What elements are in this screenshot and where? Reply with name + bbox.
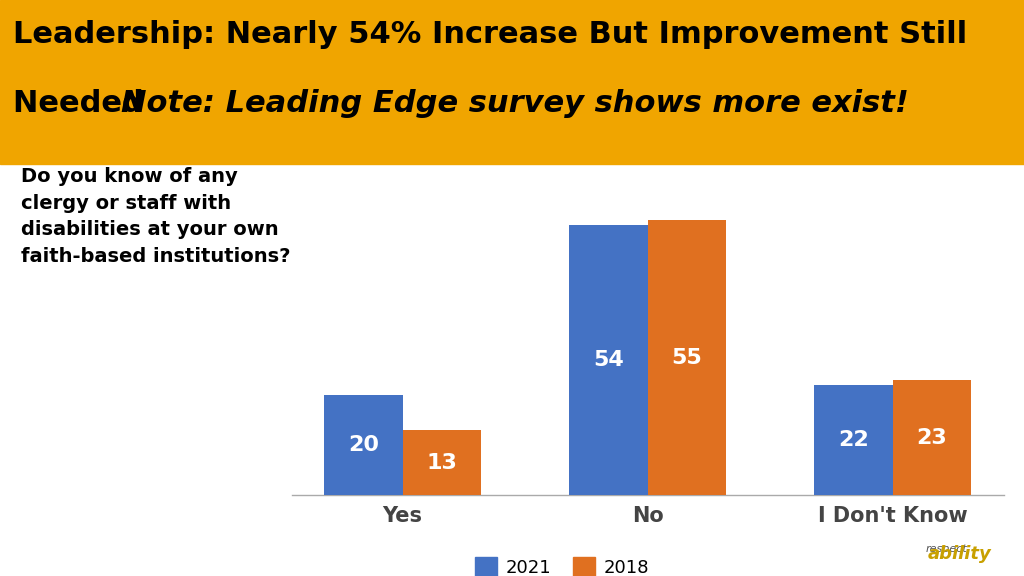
Text: Leadership: Nearly 54% Increase But Improvement Still: Leadership: Nearly 54% Increase But Impr… bbox=[13, 20, 968, 49]
Text: 20: 20 bbox=[348, 435, 379, 455]
Text: 23: 23 bbox=[916, 428, 947, 448]
Text: 22: 22 bbox=[839, 430, 869, 450]
Text: Note: Leading Edge survey shows more exist!: Note: Leading Edge survey shows more exi… bbox=[121, 89, 908, 118]
Text: respect: respect bbox=[926, 544, 968, 554]
Text: 55: 55 bbox=[672, 348, 702, 367]
Bar bbox=[325, 395, 402, 495]
Bar bbox=[893, 380, 971, 495]
Bar bbox=[814, 385, 893, 495]
Bar bbox=[402, 430, 481, 495]
Text: 13: 13 bbox=[426, 453, 458, 473]
Bar bbox=[648, 220, 726, 495]
Text: Do you know of any
clergy or staff with
disabilities at your own
faith-based ins: Do you know of any clergy or staff with … bbox=[22, 167, 291, 266]
Legend: 2021, 2018: 2021, 2018 bbox=[468, 550, 656, 576]
Text: ability: ability bbox=[928, 545, 991, 563]
Bar bbox=[569, 225, 647, 495]
Text: Needed: Needed bbox=[13, 89, 155, 118]
Text: 54: 54 bbox=[593, 350, 624, 370]
